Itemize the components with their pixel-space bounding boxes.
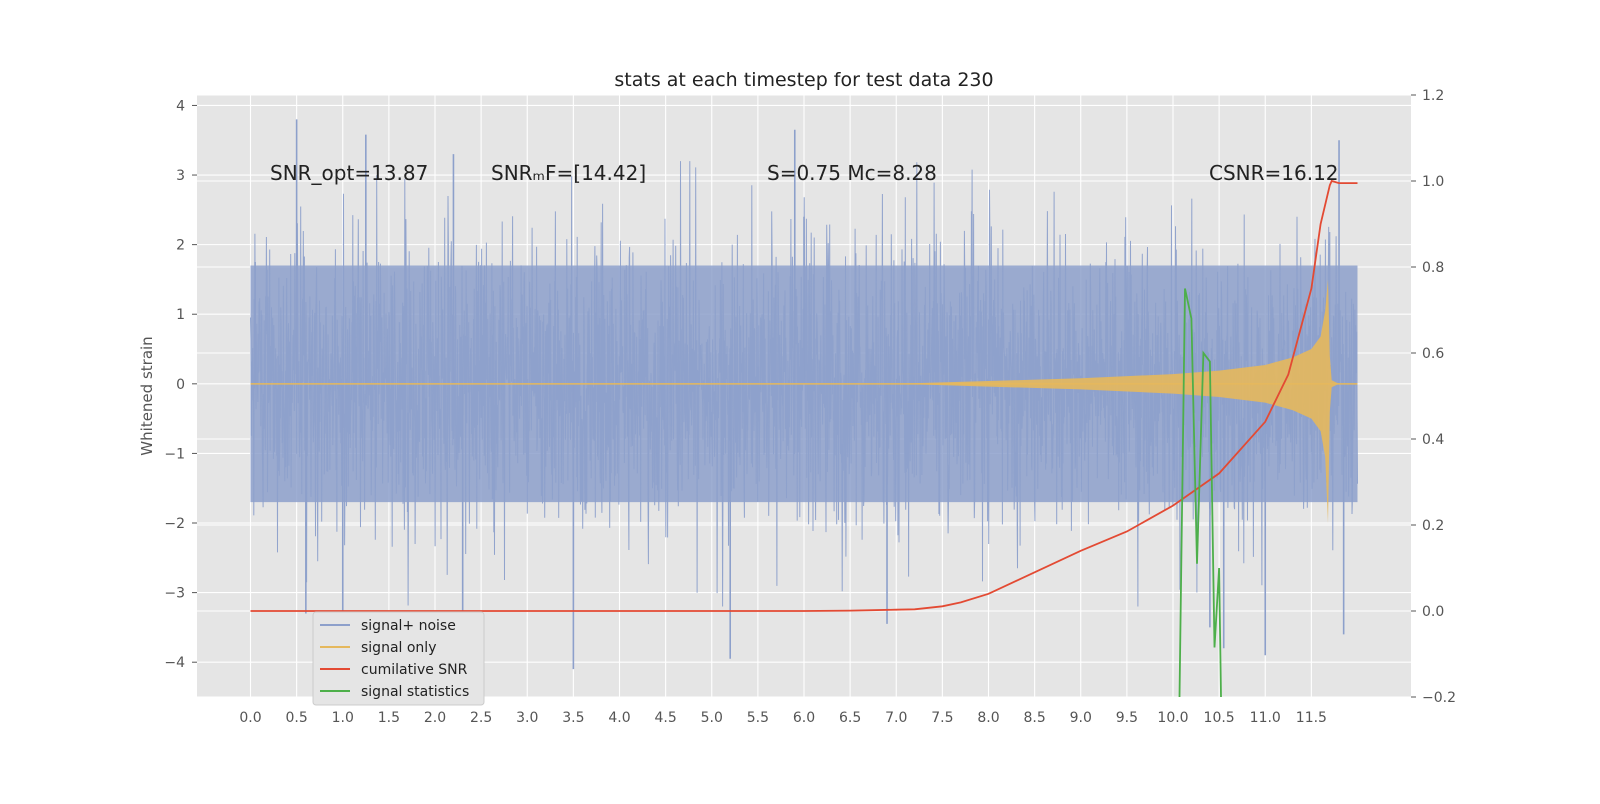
x-tick-label: 7.5 bbox=[931, 710, 953, 726]
x-tick-label: 5.0 bbox=[701, 710, 723, 726]
signal-series-layer bbox=[250, 279, 1358, 523]
x-tick-label: 6.0 bbox=[793, 710, 815, 726]
statistics-line bbox=[1178, 288, 1222, 698]
y2-tick-label: 1.2 bbox=[1422, 88, 1444, 104]
x-tick-label: 5.5 bbox=[747, 710, 769, 726]
x-tick-label: 3.5 bbox=[562, 710, 584, 726]
y-tick-label: 4 bbox=[176, 98, 185, 114]
chart-title: stats at each timestep for test data 230 bbox=[614, 69, 993, 91]
x-tick-label: 10.0 bbox=[1157, 710, 1188, 726]
x-tick-label: 1.5 bbox=[378, 710, 400, 726]
csnr-series-layer bbox=[250, 179, 1358, 612]
y-tick-label: 0 bbox=[176, 377, 185, 393]
x-tick-label: 6.5 bbox=[839, 710, 861, 726]
x-tick-label: 3.0 bbox=[516, 710, 538, 726]
x-tick-label: 11.5 bbox=[1296, 710, 1327, 726]
y-tick-label: 1 bbox=[176, 307, 185, 323]
y-tick-label: −4 bbox=[164, 655, 185, 671]
x-tick-label: 2.0 bbox=[424, 710, 446, 726]
statistics-series-layer bbox=[1178, 288, 1222, 698]
y-tick-label: 2 bbox=[176, 238, 185, 254]
csnr-line bbox=[250, 179, 1358, 612]
x-tick-label: 9.0 bbox=[1070, 710, 1092, 726]
x-tick-label: 1.0 bbox=[332, 710, 354, 726]
y-tick-label: −1 bbox=[164, 446, 185, 462]
annotation-snr-opt: SNR_opt=13.87 bbox=[270, 161, 428, 185]
x-tick-label: 4.5 bbox=[654, 710, 676, 726]
x-tick-label: 8.0 bbox=[977, 710, 999, 726]
x-tick-label: 9.5 bbox=[1116, 710, 1138, 726]
axis-layer: 0.0 0.5 1.0 1.5 2.0 2.5 3.0 3.5 4.0 4.5 5.0 5.5 6.0 6… bbox=[164, 88, 1456, 726]
y-axis-label: Whitened strain bbox=[138, 336, 156, 455]
y2-tick-label: 1.0 bbox=[1422, 174, 1444, 190]
annotation-snr-mf: SNRₘF=[14.42] bbox=[491, 161, 646, 185]
x-tick-label: 4.0 bbox=[608, 710, 630, 726]
legend-entry-signal: signal only bbox=[361, 640, 436, 656]
x-tick-label: 10.5 bbox=[1204, 710, 1235, 726]
legend-box bbox=[312, 611, 485, 706]
x-tick-label: 0.5 bbox=[285, 710, 307, 726]
x-tick-label: 8.5 bbox=[1023, 710, 1045, 726]
legend-entry-statistics: signal statistics bbox=[361, 684, 469, 700]
legend-entry-csnr: cumilative SNR bbox=[361, 662, 468, 678]
x-tick-label: 7.0 bbox=[885, 710, 907, 726]
x-tick-label: 11.0 bbox=[1250, 710, 1281, 726]
y2-tick-label: 0.4 bbox=[1422, 432, 1444, 448]
y-tick-label: −2 bbox=[164, 516, 185, 532]
x-tick-label: 2.5 bbox=[470, 710, 492, 726]
y2-tick-label: −0.2 bbox=[1422, 690, 1456, 706]
y2-tick-label: 0.0 bbox=[1422, 604, 1444, 620]
y-tick-label: 3 bbox=[176, 168, 185, 184]
y-tick-label: −3 bbox=[164, 586, 185, 602]
y2-tick-label: 0.2 bbox=[1422, 518, 1444, 534]
legend: signal+ noise signal only cumilative SNR… bbox=[312, 611, 485, 706]
legend-entry-noise: signal+ noise bbox=[361, 618, 456, 634]
y2-tick-label: 0.6 bbox=[1422, 346, 1444, 362]
annotation-stat-mc: S=0.75 Mᴄ=8.28 bbox=[767, 161, 937, 185]
annotation-csnr: CSNR=16.12 bbox=[1209, 161, 1339, 185]
x-tick-label: 0.0 bbox=[239, 710, 261, 726]
y2-tick-label: 0.8 bbox=[1422, 260, 1444, 276]
